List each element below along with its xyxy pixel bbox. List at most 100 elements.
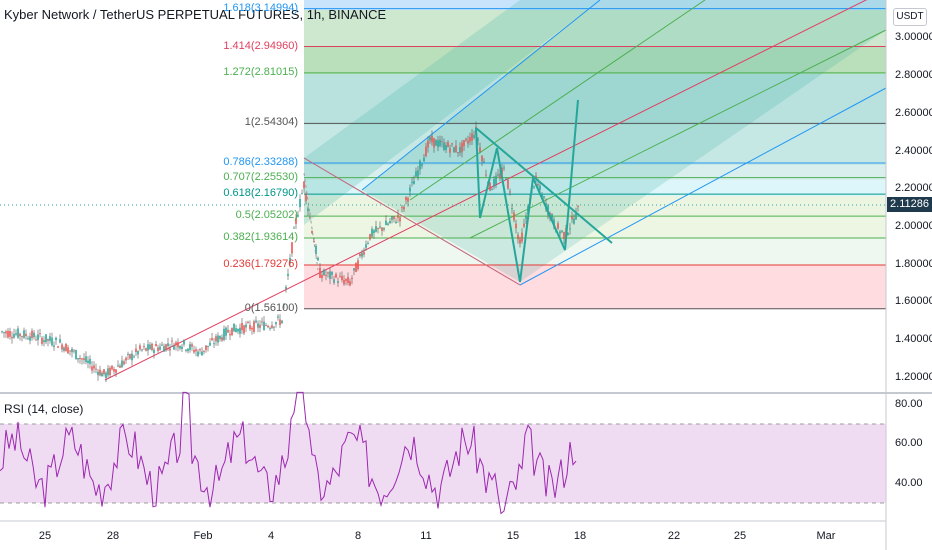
candle-body bbox=[331, 272, 333, 275]
candle-body bbox=[169, 348, 171, 351]
candle-body bbox=[113, 368, 115, 372]
candle-body bbox=[143, 346, 145, 348]
candle-body bbox=[335, 274, 337, 278]
candle-body bbox=[145, 348, 147, 351]
candle-body bbox=[63, 347, 65, 351]
candle-body bbox=[411, 181, 413, 183]
candle-body bbox=[365, 244, 367, 248]
candle-body bbox=[419, 160, 421, 170]
candle-body bbox=[457, 152, 459, 154]
candle-body bbox=[405, 197, 407, 201]
candle-body bbox=[117, 365, 119, 367]
candle-body bbox=[111, 365, 113, 370]
candle-body bbox=[211, 338, 213, 340]
candle-body bbox=[115, 369, 117, 373]
candle-body bbox=[275, 322, 277, 325]
candle-body bbox=[301, 193, 303, 195]
candle-body bbox=[43, 340, 45, 343]
candle-body bbox=[189, 344, 191, 350]
candle-body bbox=[125, 357, 127, 361]
candle-body bbox=[473, 135, 475, 138]
candle-body bbox=[259, 324, 261, 328]
candle-body bbox=[325, 274, 327, 276]
candle-body bbox=[141, 349, 143, 351]
candle-body bbox=[161, 344, 163, 346]
fib-level-label: 0.382(1.93614) bbox=[223, 230, 298, 243]
candle-body bbox=[327, 272, 329, 274]
candle-body bbox=[493, 179, 495, 187]
candle-body bbox=[305, 193, 307, 202]
candle-body bbox=[233, 323, 235, 332]
candle-body bbox=[29, 336, 31, 341]
candle-body bbox=[459, 146, 461, 153]
chart-title: Kyber Network / TetherUS PERPETUAL FUTUR… bbox=[4, 7, 387, 22]
candle-body bbox=[17, 328, 19, 338]
candle-body bbox=[3, 332, 5, 334]
candle-body bbox=[23, 330, 25, 338]
price-tick: 2.60000 bbox=[895, 107, 932, 119]
candle-body bbox=[543, 196, 545, 198]
candle-body bbox=[217, 335, 219, 343]
candle-body bbox=[57, 346, 59, 348]
candle-body bbox=[551, 214, 553, 221]
candle-body bbox=[175, 342, 177, 346]
candle-body bbox=[341, 275, 343, 280]
candle-body bbox=[127, 353, 129, 355]
candle-body bbox=[203, 350, 205, 352]
candle-body bbox=[279, 319, 281, 325]
candle-body bbox=[225, 327, 227, 336]
date-tick: 25 bbox=[733, 530, 747, 542]
candle-body bbox=[121, 360, 123, 368]
candle-body bbox=[67, 347, 69, 354]
currency-label[interactable]: USDT bbox=[893, 8, 927, 26]
candle-body bbox=[319, 267, 321, 278]
candle-body bbox=[75, 350, 77, 360]
candle-body bbox=[249, 324, 251, 330]
candle-body bbox=[285, 287, 287, 289]
candle-body bbox=[131, 353, 133, 361]
candle-body bbox=[515, 223, 517, 229]
candle-body bbox=[505, 178, 507, 180]
candle-body bbox=[149, 344, 151, 350]
candle-body bbox=[461, 142, 463, 153]
candle-body bbox=[283, 304, 285, 306]
candle-body bbox=[45, 334, 47, 343]
candle-body bbox=[439, 139, 441, 146]
candle-body bbox=[519, 239, 521, 244]
candle-body bbox=[323, 269, 325, 276]
candle-body bbox=[129, 354, 131, 359]
candle-body bbox=[123, 361, 125, 365]
candle-body bbox=[265, 325, 267, 327]
candle-body bbox=[201, 351, 203, 356]
candle-body bbox=[51, 337, 53, 346]
fib-level-label: 1(2.54304) bbox=[244, 116, 298, 129]
candle-body bbox=[447, 142, 449, 147]
candle-body bbox=[59, 339, 61, 343]
candle-body bbox=[397, 215, 399, 218]
candle-body bbox=[443, 142, 445, 150]
candle-body bbox=[73, 350, 75, 352]
candle-body bbox=[235, 328, 237, 333]
price-tick: 3.00000 bbox=[895, 31, 932, 43]
candle-body bbox=[511, 208, 513, 210]
rsi-tick: 60.00 bbox=[895, 437, 923, 449]
candle-body bbox=[151, 343, 153, 351]
candle-body bbox=[287, 273, 289, 276]
candle-body bbox=[271, 325, 273, 328]
date-tick: 28 bbox=[106, 530, 120, 542]
candle-body bbox=[569, 228, 571, 230]
candle-body bbox=[269, 327, 271, 329]
price-tick: 1.60000 bbox=[895, 295, 932, 307]
candle-body bbox=[433, 138, 435, 148]
candle-body bbox=[205, 345, 207, 350]
rsi-tick: 80.00 bbox=[895, 398, 923, 410]
candle-body bbox=[295, 218, 297, 224]
candle-body bbox=[339, 276, 341, 278]
candle-body bbox=[379, 226, 381, 228]
candle-body bbox=[333, 279, 335, 283]
candle-body bbox=[135, 348, 137, 353]
candle-body bbox=[223, 328, 225, 340]
candle-body bbox=[573, 218, 575, 224]
candle-body bbox=[177, 342, 179, 348]
